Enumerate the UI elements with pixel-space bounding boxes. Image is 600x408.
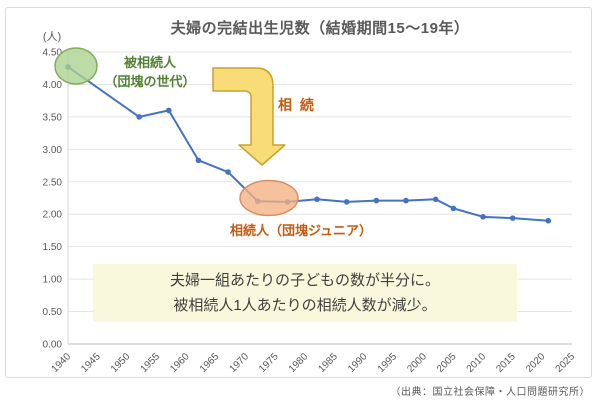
y-axis-tick-labels: 0.00 0.50 1.00 1.50 2.00 2.50 3.00 3.50 4.00 4.50 xyxy=(43,48,63,351)
x-axis-tick-label: 1975 xyxy=(257,351,281,375)
x-axis-tick-label: 1990 xyxy=(346,351,370,375)
decedent-highlight-ellipse xyxy=(54,47,98,85)
data-point-marker xyxy=(432,196,439,203)
x-axis-tick-label: 1965 xyxy=(198,351,222,375)
y-axis-tick-label: 1.00 xyxy=(43,275,63,286)
data-point-marker xyxy=(225,169,231,175)
decedent-label: 被相続人 （団塊の世代） xyxy=(93,53,207,91)
data-point-marker xyxy=(373,197,380,204)
data-point-marker xyxy=(343,199,350,205)
y-axis-tick-label: 2.00 xyxy=(43,210,63,221)
chart-title: 夫婦の完結出生児数（結婚期間15〜19年） xyxy=(170,20,470,37)
x-axis-tick-label: 1955 xyxy=(139,351,163,375)
data-point-marker xyxy=(403,197,409,204)
x-axis-tick-label: 1995 xyxy=(376,351,400,375)
data-point-marker xyxy=(509,215,516,221)
y-axis-tick-label: 0.50 xyxy=(43,307,63,318)
callout-line-2: 被相続人1人あたりの相続人数が減少。 xyxy=(173,297,437,314)
x-axis-tick-label: 1985 xyxy=(316,351,340,375)
y-axis-tick-label: 3.50 xyxy=(43,112,63,123)
data-point-marker xyxy=(166,107,172,114)
decedent-label-line1: 被相続人 xyxy=(123,55,176,70)
y-axis-tick-label: 2.50 xyxy=(43,177,63,188)
x-axis-tick-label: 1950 xyxy=(109,351,133,375)
x-axis-tick-label: 2000 xyxy=(405,351,429,375)
y-axis-unit-label: (人) xyxy=(42,31,62,43)
x-axis-tick-label: 1960 xyxy=(168,351,192,375)
series-line xyxy=(67,65,550,222)
data-point-marker xyxy=(136,114,142,120)
x-axis-tick-label: 1970 xyxy=(227,351,251,375)
decedent-label-line2: （団塊の世代） xyxy=(104,74,196,89)
x-axis-tick-label: 2010 xyxy=(465,351,489,375)
y-axis-tick-label: 0.00 xyxy=(43,340,63,351)
y-axis-tick-label: 1.50 xyxy=(43,242,63,253)
x-axis-tick-label: 1980 xyxy=(287,351,311,375)
x-axis-tick-label: 2020 xyxy=(524,351,548,375)
y-axis-tick-label: 4.50 xyxy=(43,48,63,59)
y-axis-tick-label: 4.00 xyxy=(43,80,63,91)
data-point-marker xyxy=(195,157,202,164)
heir-label: 相続人（団塊ジュニア） xyxy=(229,223,373,238)
y-axis-tick-label: 3.00 xyxy=(43,145,63,156)
inheritance-label: 相 続 xyxy=(278,97,316,113)
data-point-marker xyxy=(450,205,457,212)
data-point-marker xyxy=(545,217,552,224)
x-axis-tick-label: 2005 xyxy=(435,351,459,375)
source-note: （出典：国立社会保障・人口問題研究所） xyxy=(390,387,590,398)
inheritance-bent-arrow-icon xyxy=(212,67,286,166)
x-axis-tick-label: 1945 xyxy=(79,351,103,375)
x-axis-tick-label: 1940 xyxy=(50,351,74,375)
callout-line-1: 夫婦一組あたりの子どもの数が半分に。 xyxy=(169,272,440,289)
heir-highlight-ellipse xyxy=(239,179,299,217)
x-axis-tick-labels: 1940 1945 1950 1955 1960 1965 1970 1975 1980 1985… xyxy=(50,351,578,375)
data-point-marker xyxy=(314,196,320,203)
x-axis-tick-label: 2015 xyxy=(494,351,518,375)
callout-box: 夫婦一組あたりの子どもの数が半分に。 被相続人1人あたりの相続人数が減少。 xyxy=(93,264,517,322)
data-point-marker xyxy=(480,214,486,220)
x-axis-tick-label: 2025 xyxy=(554,351,578,375)
